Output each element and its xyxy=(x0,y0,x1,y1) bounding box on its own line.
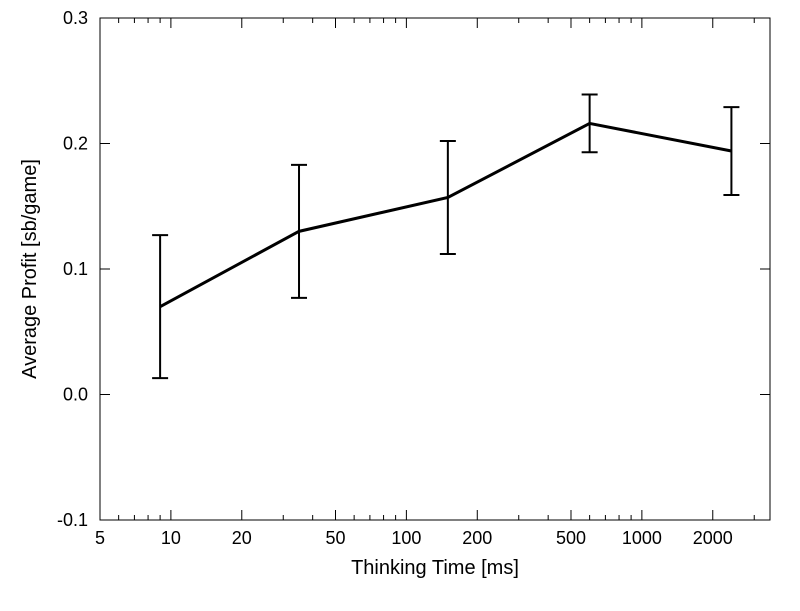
y-axis-title: Average Profit [sb/game] xyxy=(19,159,41,379)
error-bars xyxy=(152,95,739,379)
y-tick-label: 0.0 xyxy=(63,385,88,405)
y-tick-labels: -0.1 0.0 0.1 0.2 0.3 xyxy=(57,8,88,530)
x-tick-labels: 5 10 20 50 100 200 500 1000 2000 xyxy=(95,528,733,548)
x-tick-label: 5 xyxy=(95,528,105,548)
y-major-ticks xyxy=(100,18,770,520)
x-tick-label: 200 xyxy=(462,528,492,548)
y-tick-label: 0.1 xyxy=(63,259,88,279)
y-tick-label: 0.3 xyxy=(63,8,88,28)
x-tick-label: 20 xyxy=(232,528,252,548)
profit-vs-thinking-time-chart: 5 10 20 50 100 200 500 1000 2000 -0.1 0.0 0.1 0.2 0.… xyxy=(0,0,800,611)
x-major-ticks xyxy=(100,18,713,520)
plot-frame xyxy=(100,18,770,520)
x-tick-label: 50 xyxy=(325,528,345,548)
x-tick-label: 10 xyxy=(161,528,181,548)
x-axis-title: Thinking Time [ms] xyxy=(351,557,519,579)
x-tick-label: 2000 xyxy=(693,528,733,548)
x-tick-label: 500 xyxy=(556,528,586,548)
x-minor-ticks xyxy=(119,18,755,520)
data-line xyxy=(160,123,731,306)
x-tick-label: 100 xyxy=(391,528,421,548)
x-tick-label: 1000 xyxy=(622,528,662,548)
y-tick-label: 0.2 xyxy=(63,134,88,154)
y-tick-label: -0.1 xyxy=(57,510,88,530)
